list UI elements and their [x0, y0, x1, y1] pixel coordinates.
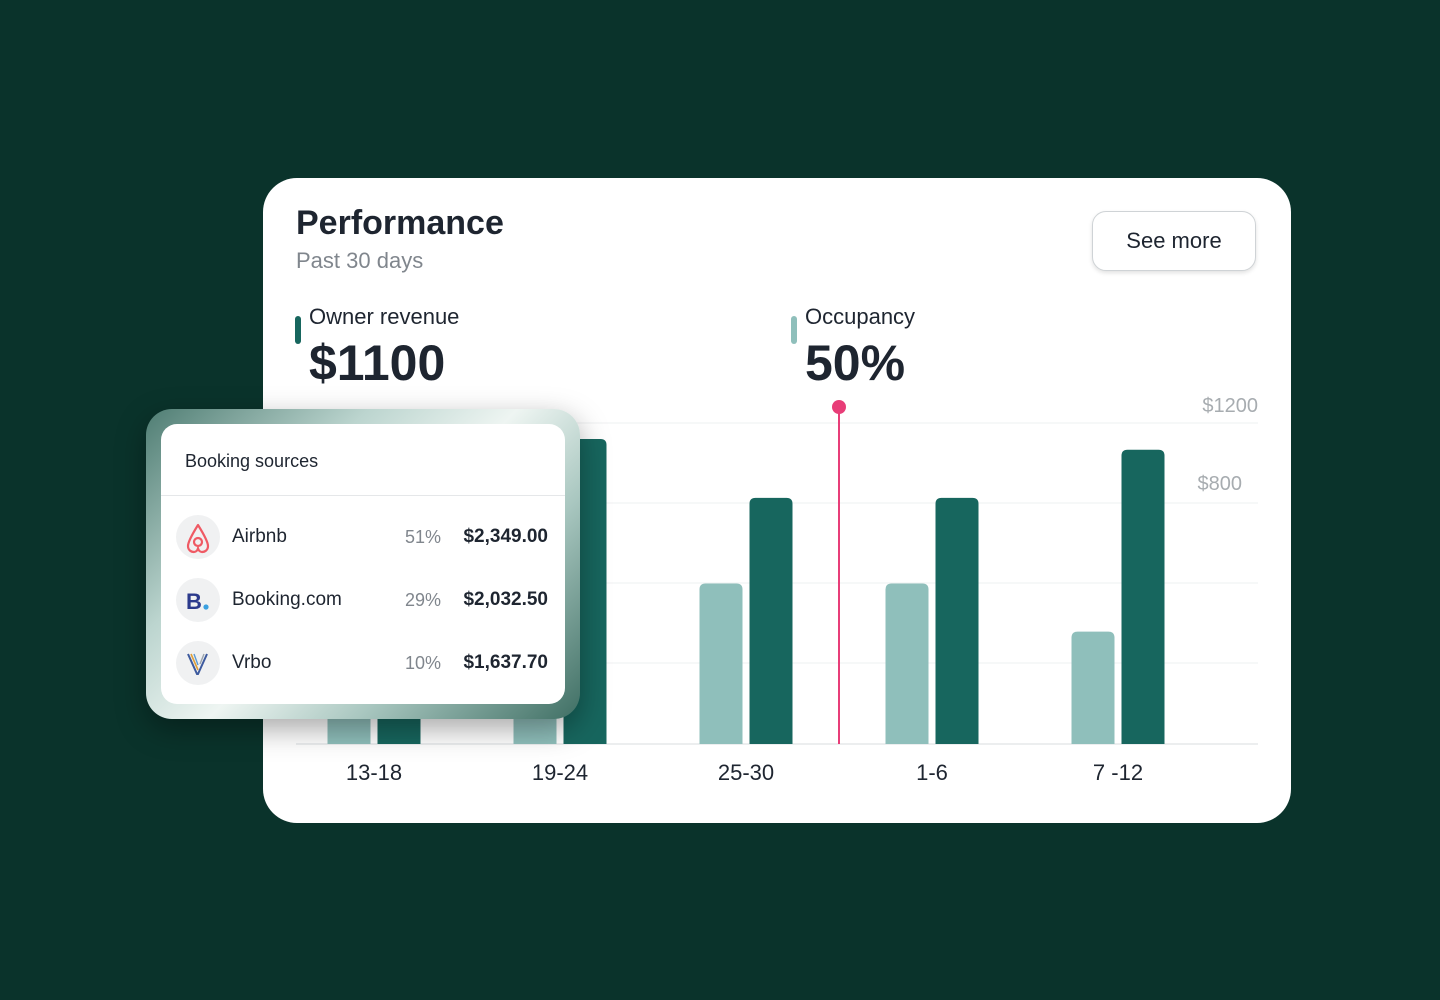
occupancy-value: 50%	[805, 335, 906, 391]
booking-sources-title: Booking sources	[185, 451, 319, 471]
occupancy-label: Occupancy	[805, 304, 916, 329]
source-amount: $2,032.50	[463, 589, 548, 610]
divider	[161, 495, 565, 496]
x-tick-label: 19-24	[532, 760, 588, 785]
source-percent: 10%	[404, 653, 441, 673]
list-item-booking[interactable]: B Booking.com 29% $2,032.50	[161, 576, 565, 626]
booking-sources-panel: Booking sources Airbnb 51% $2,349.00 B B…	[161, 424, 565, 704]
marker-handle[interactable]	[832, 400, 846, 414]
owner-revenue-label: Owner revenue	[309, 304, 460, 329]
y-tick-label: $800	[1197, 473, 1243, 495]
bar-occupancy-7-12[interactable]	[1071, 631, 1115, 744]
revenue-legend-mark	[295, 316, 301, 344]
booking-icon: B	[176, 578, 220, 622]
x-tick-label: 7 -12	[1093, 760, 1143, 785]
card-subtitle: Past 30 days	[296, 248, 424, 273]
bar-revenue-1-6[interactable]	[935, 497, 979, 744]
see-more-button[interactable]: See more	[1092, 211, 1256, 271]
vrbo-icon	[176, 641, 220, 685]
source-percent: 29%	[404, 590, 441, 610]
y-tick-label: $1200	[1202, 395, 1258, 417]
bar-occupancy-25-30[interactable]	[699, 583, 743, 745]
bar-revenue-25-30[interactable]	[749, 497, 793, 744]
owner-revenue-value: $1100	[309, 335, 446, 391]
x-tick-label: 25-30	[718, 760, 774, 785]
x-tick-label: 13-18	[346, 760, 402, 785]
svg-text:B: B	[186, 589, 202, 614]
source-percent: 51%	[404, 527, 441, 547]
list-item-airbnb[interactable]: Airbnb 51% $2,349.00	[161, 513, 565, 563]
source-name: Booking.com	[232, 589, 342, 610]
card-title: Performance	[296, 204, 504, 242]
source-amount: $1,637.70	[463, 652, 548, 673]
occupancy-legend-mark	[791, 316, 797, 344]
source-amount: $2,349.00	[463, 526, 548, 547]
source-name: Vrbo	[232, 652, 272, 673]
airbnb-icon	[176, 515, 220, 559]
x-tick-label: 1-6	[916, 760, 948, 785]
list-item-vrbo[interactable]: Vrbo 10% $1,637.70	[161, 639, 565, 689]
bar-revenue-7-12[interactable]	[1121, 449, 1165, 744]
source-name: Airbnb	[232, 526, 287, 547]
bar-occupancy-1-6[interactable]	[885, 583, 929, 745]
